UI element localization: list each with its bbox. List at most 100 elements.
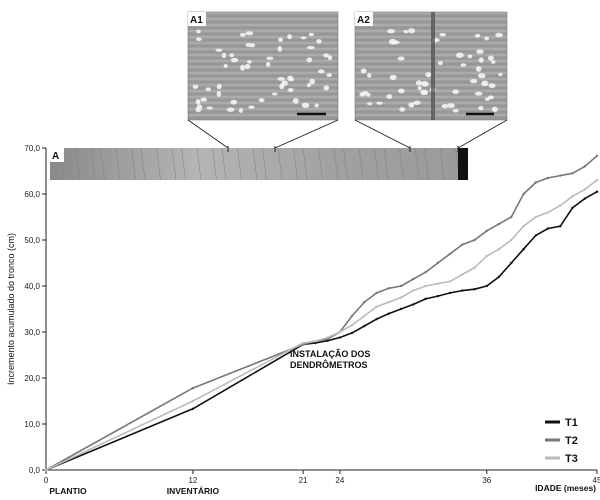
point-t3	[510, 238, 513, 242]
point-t3	[571, 195, 574, 198]
point-t1	[375, 317, 378, 321]
x-axis-label: IDADE (meses)	[535, 483, 596, 493]
point-t3	[485, 254, 488, 258]
point-t2	[375, 291, 378, 295]
y-tick-label: 60,0	[24, 190, 40, 199]
point-t2	[473, 238, 476, 242]
point-t1	[473, 288, 476, 291]
point-t3	[412, 289, 415, 292]
point-t2	[191, 386, 195, 390]
point-t3	[559, 204, 562, 207]
point-t3	[461, 273, 464, 276]
point-t2	[522, 192, 525, 196]
y-axis-label: Incremento acumulado do tronco (cm)	[6, 233, 16, 385]
point-t2	[436, 261, 440, 265]
point-t1	[546, 227, 550, 230]
photo-a2-label: A2	[357, 15, 370, 26]
x-tick-label: 0	[44, 476, 49, 485]
point-t1	[583, 197, 586, 200]
point-t3	[326, 336, 329, 339]
point-t2	[461, 243, 464, 246]
point-t2	[546, 176, 550, 180]
point-t3	[546, 211, 550, 214]
y-tick-label: 20,0	[24, 374, 40, 383]
point-t3	[363, 314, 366, 318]
point-t3	[497, 248, 501, 251]
point-t1	[595, 190, 599, 193]
point-t3	[338, 330, 342, 334]
x-tick-label: 24	[335, 476, 344, 485]
photo-connectors	[187, 119, 508, 149]
annotation-dendrometros: INSTALAÇÃO DOS DENDRÔMETROS	[290, 349, 370, 370]
point-t1	[497, 275, 501, 278]
point-t1	[522, 248, 525, 251]
photo-a1-label: A1	[190, 15, 203, 26]
point-t2	[363, 300, 366, 304]
legend-label-t1: T1	[565, 417, 578, 429]
point-t2	[485, 229, 488, 232]
point-t1	[363, 324, 366, 328]
point-t1	[387, 312, 391, 315]
point-t1	[326, 339, 329, 342]
point-t2	[448, 252, 452, 255]
x-tick-label: 21	[299, 476, 308, 485]
x-tick-label: 12	[188, 476, 197, 485]
series-line-t1	[45, 191, 598, 471]
annotation-line-2: DENDRÔMETROS	[290, 359, 368, 370]
photo-a1: A1	[187, 11, 339, 121]
point-t3	[534, 215, 537, 219]
point-t2	[595, 154, 599, 158]
point-t2	[399, 284, 403, 288]
photo-a-strip: A	[50, 146, 468, 181]
point-t1	[191, 407, 195, 411]
series-lines	[44, 154, 599, 472]
point-t1	[424, 297, 427, 301]
point-t2	[424, 271, 427, 274]
point-t3	[522, 225, 525, 228]
photo-a1-pores	[192, 29, 333, 114]
series-line-t2	[45, 155, 598, 471]
point-t1	[510, 261, 513, 265]
point-t2	[571, 172, 574, 175]
point-t3	[473, 266, 476, 269]
legend-label-t3: T3	[565, 453, 578, 465]
x-tick-label: 36	[482, 476, 491, 485]
point-t2	[510, 215, 513, 219]
point-t3	[301, 341, 305, 345]
point-t3	[44, 468, 48, 472]
point-t3	[375, 305, 378, 308]
point-t2	[497, 222, 501, 226]
point-t1	[436, 294, 440, 298]
y-tick-label: 70,0	[24, 144, 40, 153]
point-t1	[412, 303, 415, 306]
point-t1	[571, 206, 574, 209]
x-ticks: 0 12 21 24 36 45 PLANTIO INVENTÁRIO	[44, 470, 600, 496]
point-t1	[399, 307, 403, 311]
y-tick-label: 50,0	[24, 236, 40, 245]
point-t1	[485, 284, 488, 288]
photo-a2-ring-boundary	[431, 12, 435, 120]
photo-a-label: A	[52, 151, 59, 162]
x-tick-caption: INVENTÁRIO	[167, 486, 220, 496]
point-t1	[350, 331, 354, 335]
y-tick-label: 40,0	[24, 282, 40, 291]
point-t3	[387, 300, 391, 304]
point-t2	[583, 165, 586, 168]
point-t3	[399, 296, 403, 299]
point-t1	[461, 289, 464, 292]
point-t1	[559, 225, 562, 228]
point-t2	[350, 314, 354, 318]
point-t2	[559, 174, 562, 177]
point-t1	[534, 234, 537, 237]
point-t1	[448, 291, 452, 295]
y-tick-label: 0,0	[29, 466, 41, 475]
point-t3	[424, 284, 427, 288]
legend-label-t2: T2	[565, 435, 578, 447]
y-tick-label: 10,0	[24, 420, 40, 429]
point-t3	[595, 179, 599, 182]
point-t3	[191, 399, 195, 403]
photo-a2: A2	[354, 11, 508, 121]
axes: 0,0 10,0 20,0 30,0 40,0 50,0 60,0 70,0 0 12 21 24 3…	[24, 144, 600, 496]
point-t2	[387, 287, 391, 290]
